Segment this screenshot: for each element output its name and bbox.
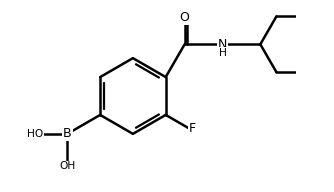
Text: OH: OH — [59, 161, 75, 171]
Text: HO: HO — [27, 129, 43, 139]
Text: H: H — [218, 48, 226, 58]
Text: B: B — [63, 127, 72, 140]
Text: N: N — [218, 38, 227, 51]
Text: O: O — [180, 11, 190, 24]
Text: F: F — [189, 122, 196, 135]
